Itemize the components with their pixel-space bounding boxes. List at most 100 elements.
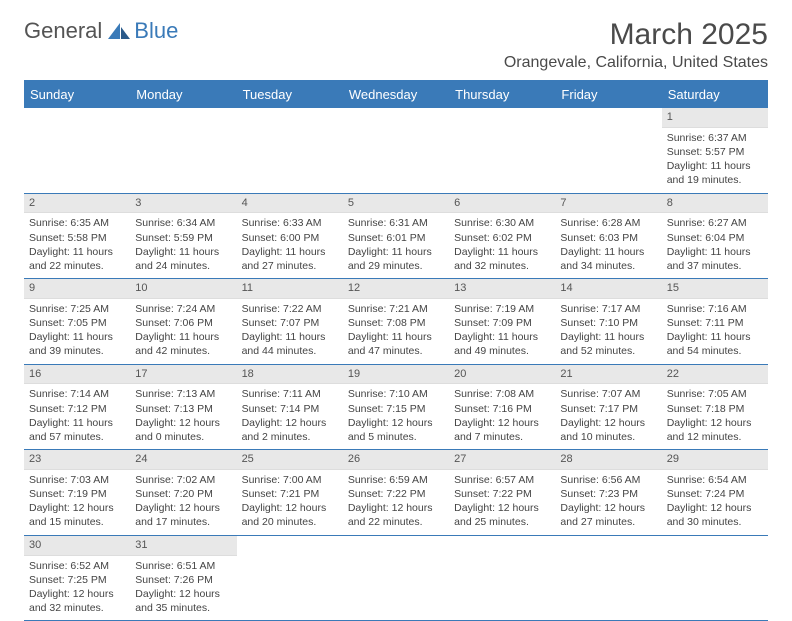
daylight-line: Daylight: 11 hours and 47 minutes. <box>348 330 444 358</box>
day-details: Sunrise: 7:25 AMSunset: 7:05 PMDaylight:… <box>24 299 130 364</box>
day-details: Sunrise: 7:11 AMSunset: 7:14 PMDaylight:… <box>237 384 343 449</box>
calendar-cell: 5Sunrise: 6:31 AMSunset: 6:01 PMDaylight… <box>343 194 449 279</box>
logo: General Blue <box>24 18 178 44</box>
day-details: Sunrise: 7:17 AMSunset: 7:10 PMDaylight:… <box>555 299 661 364</box>
day-number: 1 <box>662 108 768 128</box>
calendar-cell: 7Sunrise: 6:28 AMSunset: 6:03 PMDaylight… <box>555 194 661 279</box>
day-details: Sunrise: 7:13 AMSunset: 7:13 PMDaylight:… <box>130 384 236 449</box>
calendar-week: 9Sunrise: 7:25 AMSunset: 7:05 PMDaylight… <box>24 279 768 365</box>
sunset-line: Sunset: 7:15 PM <box>348 402 444 416</box>
calendar-cell: 2Sunrise: 6:35 AMSunset: 5:58 PMDaylight… <box>24 194 130 279</box>
daylight-line: Daylight: 11 hours and 19 minutes. <box>667 159 763 187</box>
daylight-line: Daylight: 11 hours and 24 minutes. <box>135 245 231 273</box>
daylight-line: Daylight: 11 hours and 32 minutes. <box>454 245 550 273</box>
sunset-line: Sunset: 7:21 PM <box>242 487 338 501</box>
calendar-cell <box>449 536 555 621</box>
sunset-line: Sunset: 7:14 PM <box>242 402 338 416</box>
calendar-week: 2Sunrise: 6:35 AMSunset: 5:58 PMDaylight… <box>24 194 768 280</box>
daylight-line: Daylight: 11 hours and 22 minutes. <box>29 245 125 273</box>
sunrise-line: Sunrise: 6:27 AM <box>667 216 763 230</box>
day-number: 28 <box>555 450 661 470</box>
calendar-cell: 26Sunrise: 6:59 AMSunset: 7:22 PMDayligh… <box>343 450 449 535</box>
day-details: Sunrise: 6:59 AMSunset: 7:22 PMDaylight:… <box>343 470 449 535</box>
calendar-cell: 4 Sunrise: 6:33 AMSunset: 6:00 PMDaylight… <box>237 194 343 279</box>
day-number: 22 <box>662 365 768 385</box>
daylight-line: Daylight: 12 hours and 30 minutes. <box>667 501 763 529</box>
day-details: Sunrise: 6:35 AMSunset: 5:58 PMDaylight:… <box>24 213 130 278</box>
sunrise-line: Sunrise: 7:03 AM <box>29 473 125 487</box>
daylight-line: Daylight: 11 hours and 27 minutes. <box>242 245 338 273</box>
sunset-line: Sunset: 6:01 PM <box>348 231 444 245</box>
day-details: Sunrise: 7:19 AMSunset: 7:09 PMDaylight:… <box>449 299 555 364</box>
day-number: 9 <box>24 279 130 299</box>
daylight-line: Daylight: 11 hours and 39 minutes. <box>29 330 125 358</box>
day-details: Sunrise: 7:21 AMSunset: 7:08 PMDaylight:… <box>343 299 449 364</box>
calendar-cell: 8Sunrise: 6:27 AMSunset: 6:04 PMDaylight… <box>662 194 768 279</box>
sunrise-line: Sunrise: 6:31 AM <box>348 216 444 230</box>
sunrise-line: Sunrise: 6:34 AM <box>135 216 231 230</box>
daylight-line: Daylight: 12 hours and 5 minutes. <box>348 416 444 444</box>
day-details: Sunrise: 7:00 AMSunset: 7:21 PMDaylight:… <box>237 470 343 535</box>
calendar-cell: 21Sunrise: 7:07 AMSunset: 7:17 PMDayligh… <box>555 365 661 450</box>
day-number: 19 <box>343 365 449 385</box>
calendar-cell: 30Sunrise: 6:52 AMSunset: 7:25 PMDayligh… <box>24 536 130 621</box>
day-details: Sunrise: 6:56 AMSunset: 7:23 PMDaylight:… <box>555 470 661 535</box>
sunset-line: Sunset: 7:05 PM <box>29 316 125 330</box>
day-details: Sunrise: 6:54 AMSunset: 7:24 PMDaylight:… <box>662 470 768 535</box>
sunrise-line: Sunrise: 7:10 AM <box>348 387 444 401</box>
sunset-line: Sunset: 6:00 PM <box>242 231 338 245</box>
sunset-line: Sunset: 7:17 PM <box>560 402 656 416</box>
sunset-line: Sunset: 6:02 PM <box>454 231 550 245</box>
sunrise-line: Sunrise: 7:08 AM <box>454 387 550 401</box>
calendar-cell: 25Sunrise: 7:00 AMSunset: 7:21 PMDayligh… <box>237 450 343 535</box>
day-details: Sunrise: 7:03 AMSunset: 7:19 PMDaylight:… <box>24 470 130 535</box>
day-details: Sunrise: 7:05 AMSunset: 7:18 PMDaylight:… <box>662 384 768 449</box>
sunset-line: Sunset: 7:12 PM <box>29 402 125 416</box>
day-number: 26 <box>343 450 449 470</box>
sunrise-line: Sunrise: 7:24 AM <box>135 302 231 316</box>
daylight-line: Daylight: 11 hours and 54 minutes. <box>667 330 763 358</box>
sunrise-line: Sunrise: 6:59 AM <box>348 473 444 487</box>
daylight-line: Daylight: 12 hours and 12 minutes. <box>667 416 763 444</box>
sunset-line: Sunset: 7:10 PM <box>560 316 656 330</box>
day-header: Sunday <box>24 82 130 108</box>
daylight-line: Daylight: 11 hours and 49 minutes. <box>454 330 550 358</box>
calendar-cell: 19 Sunrise: 7:10 AMSunset: 7:15 PMDayligh… <box>343 365 449 450</box>
sunset-line: Sunset: 5:57 PM <box>667 145 763 159</box>
calendar-cell <box>343 108 449 193</box>
day-number: 27 <box>449 450 555 470</box>
day-header: Friday <box>555 82 661 108</box>
day-number: 15 <box>662 279 768 299</box>
calendar-cell <box>555 108 661 193</box>
daylight-line: Daylight: 11 hours and 34 minutes. <box>560 245 656 273</box>
sunset-line: Sunset: 7:20 PM <box>135 487 231 501</box>
sunset-line: Sunset: 7:24 PM <box>667 487 763 501</box>
sunrise-line: Sunrise: 7:21 AM <box>348 302 444 316</box>
sunset-line: Sunset: 7:23 PM <box>560 487 656 501</box>
day-number: 4 <box>237 194 343 214</box>
sunrise-line: Sunrise: 7:25 AM <box>29 302 125 316</box>
title-block: March 2025 Orangevale, California, Unite… <box>504 18 768 72</box>
sunrise-line: Sunrise: 6:57 AM <box>454 473 550 487</box>
logo-text-blue: Blue <box>134 18 178 44</box>
day-number: 29 <box>662 450 768 470</box>
calendar-cell: 1Sunrise: 6:37 AMSunset: 5:57 PMDaylight… <box>662 108 768 193</box>
day-number: 13 <box>449 279 555 299</box>
daylight-line: Daylight: 12 hours and 0 minutes. <box>135 416 231 444</box>
day-number: 2 <box>24 194 130 214</box>
header: General Blue March 2025 Orangevale, Cali… <box>24 18 768 72</box>
daylight-line: Daylight: 12 hours and 17 minutes. <box>135 501 231 529</box>
calendar-cell <box>130 108 236 193</box>
day-header: Tuesday <box>237 82 343 108</box>
day-header: Wednesday <box>343 82 449 108</box>
location: Orangevale, California, United States <box>504 54 768 72</box>
calendar-week: 23Sunrise: 7:03 AMSunset: 7:19 PMDayligh… <box>24 450 768 536</box>
sunset-line: Sunset: 7:06 PM <box>135 316 231 330</box>
sunrise-line: Sunrise: 7:05 AM <box>667 387 763 401</box>
sunset-line: Sunset: 6:03 PM <box>560 231 656 245</box>
calendar-cell: 3Sunrise: 6:34 AMSunset: 5:59 PMDaylight… <box>130 194 236 279</box>
day-details: Sunrise: 6:30 AMSunset: 6:02 PMDaylight:… <box>449 213 555 278</box>
day-details: Sunrise: 7:24 AMSunset: 7:06 PMDaylight:… <box>130 299 236 364</box>
sunrise-line: Sunrise: 6:33 AM <box>242 216 338 230</box>
daylight-line: Daylight: 12 hours and 10 minutes. <box>560 416 656 444</box>
